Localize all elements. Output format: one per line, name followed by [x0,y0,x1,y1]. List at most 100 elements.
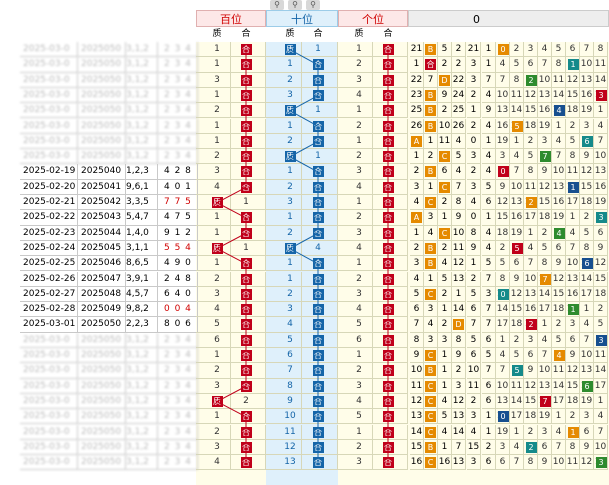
extra-cell: 22 [452,72,466,88]
extra-cell: 3 [467,179,481,195]
draw-issue: 2025050 [78,393,126,410]
zoom-in-icon[interactable]: ⚲ [288,0,302,10]
mark-cell: 合 [378,210,398,225]
mark-shi: 合 [312,350,324,361]
mark-cell: 合 [236,88,256,103]
extra-cell: 2 [424,149,438,165]
grid-cell [373,210,408,226]
extra-grid: 6 [524,348,538,364]
extra-number-mark: 3 [595,212,607,224]
extra-cell: 1 [438,348,452,364]
extra-cell: 9 [410,348,424,364]
extra-cell: 1 [438,363,452,379]
draw-issue: 2025040 [78,164,126,180]
draw-numbers: 3,1,2 [126,118,158,134]
zoom-out-icon[interactable]: ⚲ [270,0,284,10]
extra-grid: 18 [594,286,608,303]
draw-numbers: 3,9,1 [126,271,158,287]
grid-cell [338,164,373,180]
draw-result: 2 3 4 [158,363,198,379]
extra-cell: 6 [467,302,481,318]
miss-cell: 2 [287,181,293,192]
mark-cell: 合 [308,180,328,195]
extra-grid: 9 [552,256,566,272]
mark-cell: 合 [308,210,328,225]
grid-cell [373,57,408,73]
extra-grid: 1 [594,393,608,410]
extra-cell: 4 [467,424,481,440]
miss-cell: 2 [356,365,362,376]
extra-cell: B [424,42,438,58]
extra-mark: D [453,319,464,331]
grid-cell [338,424,373,440]
extra-grid: 9 [538,455,552,471]
extra-cell: 3 [410,179,424,195]
mark-bai: 合 [240,227,252,239]
miss-cell: 1 [287,120,293,131]
mark-cell: 合 [378,180,398,195]
extra-grid: 2 [510,42,524,58]
extra-grid: 13 [538,87,552,104]
extra-grid: 12 [524,87,538,104]
extra-grid: 5 [552,332,566,348]
draw-issue: 2025045 [78,240,126,257]
grid-cell [231,256,266,272]
extra-mark: C [425,411,436,423]
draw-numbers: 1,2,3 [126,164,158,180]
extra-mark-cell: 5 [510,241,524,256]
miss-cell: 1 [214,350,220,360]
draw-numbers: 3,1,2 [126,87,158,104]
extra-number-mark: 5 [511,365,523,377]
extra-mark: B [425,258,436,270]
mark-cell: 合 [378,164,398,179]
grid-cell [266,378,302,394]
ge-panel [338,42,408,485]
extra-cell: 0 [467,210,481,226]
grid-cell [231,409,266,425]
extra-grid: 8 [566,149,580,165]
mark-cell: 合 [378,226,398,241]
extra-mark-cell: 1 [566,425,580,440]
mark-cell: 合 [308,455,328,470]
extra-cell: 7 [467,317,481,333]
extra-mark: C [439,181,450,193]
mark-shi: 合 [312,441,324,453]
extra-grid: 6 [566,332,580,348]
miss-cell: 2 [214,365,220,376]
grid-cell [196,164,231,180]
header-blank [0,10,196,27]
extra-grid: 15 [538,195,552,211]
miss-cell: 10 [284,411,296,422]
extra-mark-cell: 0 [496,287,510,302]
grid-cell [338,72,373,88]
mark-bai: 合 [240,135,252,147]
header-bai: 百位 [196,10,266,27]
extra-cell: 5 [438,409,452,425]
extra-cell: 22 [410,72,424,88]
extra-grid: 7 [566,240,580,257]
zoom-reset-icon[interactable]: ⚲ [306,0,320,10]
extra-grid: 1 [552,409,566,425]
extra-number-mark: 3 [595,89,607,101]
extra-cell: 6 [482,378,496,394]
draw-issue: 2025050 [78,72,126,88]
mark-ge: 合 [382,242,394,254]
extra-grid: 9 [580,149,594,165]
table-row: 2025-03-0 2025050 3,1,2 2 3 4 合 4 合 13 合 3 16 C 16 13… [0,455,609,471]
miss-cell: 3 [287,304,293,315]
grid-cell [266,72,302,88]
grid-cell [231,271,266,287]
extra-cell: C [424,424,438,440]
mark-bai: 合 [240,441,252,453]
extra-grid: 11 [552,363,566,379]
table-row: 2025-03-0 2025050 3,1,2 2 3 4 合 1 合 10 合 5 13 C 5 13 3… [0,409,609,425]
draw-result: 2 3 4 [158,424,198,440]
extra-panel [408,42,609,485]
miss-cell: 2 [214,273,220,284]
extra-grid: 4 [538,42,552,58]
extra-grid: 1 [566,210,580,226]
extra-cell: 2 [467,118,481,134]
grid-cell [302,57,338,73]
extra-mark: B [425,89,436,101]
extra-grid: 15 [566,378,580,394]
